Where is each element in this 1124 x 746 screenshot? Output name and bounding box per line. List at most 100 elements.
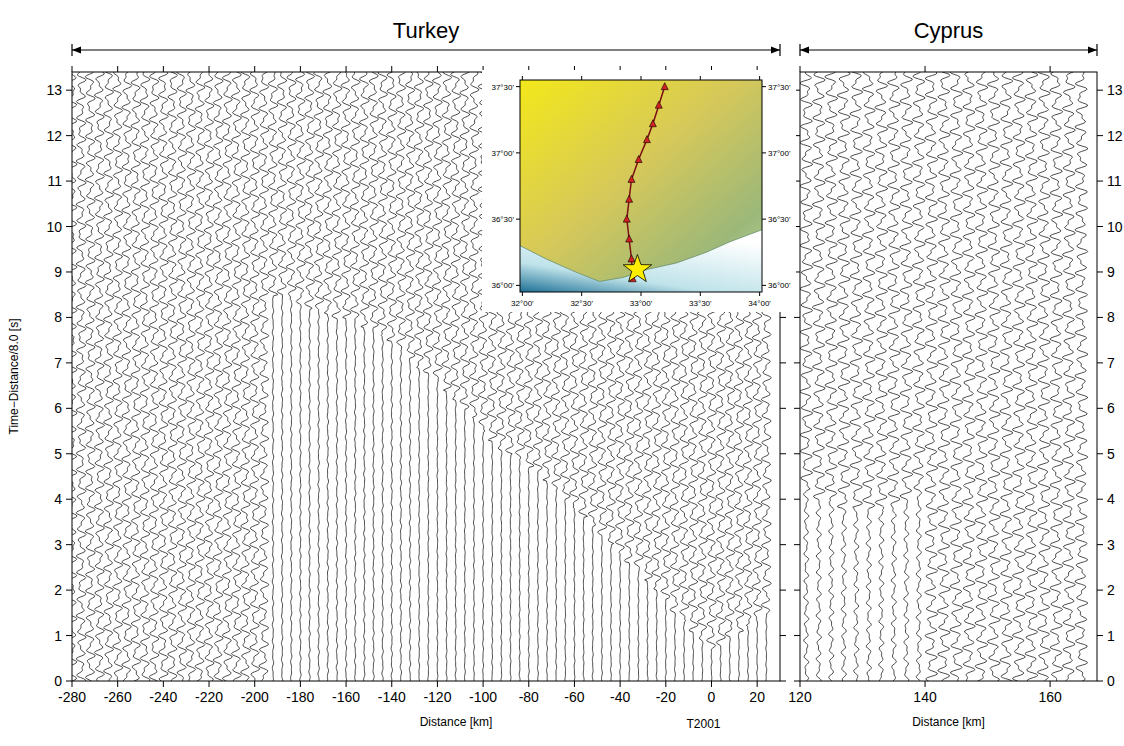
x-tick-label: 120 [788, 689, 812, 705]
x-axis-title: Distance [km] [420, 715, 493, 729]
map-x-tick [581, 292, 582, 296]
map-x-tick [700, 292, 701, 296]
trace [213, 72, 223, 681]
x-tick-label: 0 [708, 689, 716, 705]
trace [314, 72, 324, 681]
trace [423, 72, 433, 681]
y-tick [780, 408, 786, 409]
x-tick-label: -60 [564, 689, 584, 705]
annotation: T2001 [686, 717, 720, 731]
trace [104, 72, 114, 681]
station [643, 136, 650, 143]
y-tick [780, 590, 786, 591]
y-tick [66, 544, 72, 545]
y-tick [794, 453, 800, 454]
trace [1012, 72, 1025, 681]
trace [460, 72, 470, 681]
x-tick-label: -100 [469, 689, 497, 705]
y-tick [1097, 226, 1103, 227]
trace [378, 72, 388, 681]
map-frame [520, 80, 762, 292]
station [655, 101, 662, 108]
inset-background [482, 70, 796, 312]
x-tick [300, 681, 301, 687]
trace [837, 72, 850, 681]
trace [286, 72, 296, 681]
trace [1050, 72, 1063, 681]
trace [250, 72, 260, 681]
shot-point [623, 255, 652, 282]
trace [186, 72, 196, 681]
y-tick-label: 10 [1107, 219, 1123, 235]
trace [231, 72, 241, 681]
x-tick [1050, 681, 1051, 687]
y-tick-label: 2 [1107, 582, 1115, 598]
y-tick [1097, 181, 1103, 182]
trace [850, 72, 863, 681]
y-tick [794, 362, 800, 363]
x-tick [72, 681, 73, 687]
x-tick [757, 681, 758, 687]
y-tick-label: 7 [54, 355, 62, 371]
map-y-tick-label: 37°00' [491, 149, 514, 158]
station [626, 195, 633, 202]
arrow-bar [799, 44, 800, 56]
trace [259, 72, 269, 681]
y-tick [66, 271, 72, 272]
y-tick [1097, 681, 1103, 682]
x-tick-label: -180 [286, 689, 314, 705]
background [0, 0, 1124, 746]
y-tick [66, 362, 72, 363]
coastline [520, 230, 762, 282]
map-x-tick [641, 76, 642, 80]
x-tick [483, 681, 484, 687]
traces [72, 72, 771, 681]
trace [1075, 72, 1088, 681]
map-body [520, 80, 762, 292]
trace [800, 72, 813, 681]
y-tick-label: 7 [1107, 355, 1115, 371]
map-y-tick [516, 86, 520, 87]
map-y-tick [762, 86, 766, 87]
y-tick [66, 499, 72, 500]
station [635, 156, 642, 163]
y-tick [1097, 271, 1103, 272]
station [628, 255, 635, 262]
trace [277, 72, 287, 681]
trace [204, 72, 214, 681]
arrow-head [1088, 47, 1097, 54]
y-tick [794, 408, 800, 409]
inset-map: 32°00'32°30'33°00'33°30'34°00'36°00'36°0… [482, 70, 796, 312]
trace [432, 72, 442, 681]
trace [812, 72, 825, 681]
trace [368, 72, 378, 681]
trace [451, 72, 461, 681]
x-tick [254, 681, 255, 687]
y-tick [780, 453, 786, 454]
map-y-tick [762, 152, 766, 153]
trace [350, 72, 360, 681]
station [623, 215, 630, 222]
trace [195, 72, 205, 681]
y-tick [794, 590, 800, 591]
y-tick [1097, 635, 1103, 636]
trace [241, 72, 251, 681]
y-tick-label: 5 [1107, 446, 1115, 462]
trace [937, 72, 950, 681]
x-tick-top [117, 66, 118, 72]
map-y-tick-label: 36°30' [491, 215, 514, 224]
map-y-tick [762, 285, 766, 286]
x-tick-label: -20 [656, 689, 676, 705]
trace [158, 72, 168, 681]
y-tick [66, 317, 72, 318]
map-x-tick [522, 292, 523, 296]
trace [113, 72, 123, 681]
trace [222, 72, 232, 681]
sea [520, 230, 762, 292]
trace [1037, 72, 1050, 681]
arrow-bar [71, 44, 72, 56]
map-x-tick [700, 76, 701, 80]
map-y-tick [516, 152, 520, 153]
x-tick [117, 681, 118, 687]
y-tick-label: 3 [54, 537, 62, 553]
